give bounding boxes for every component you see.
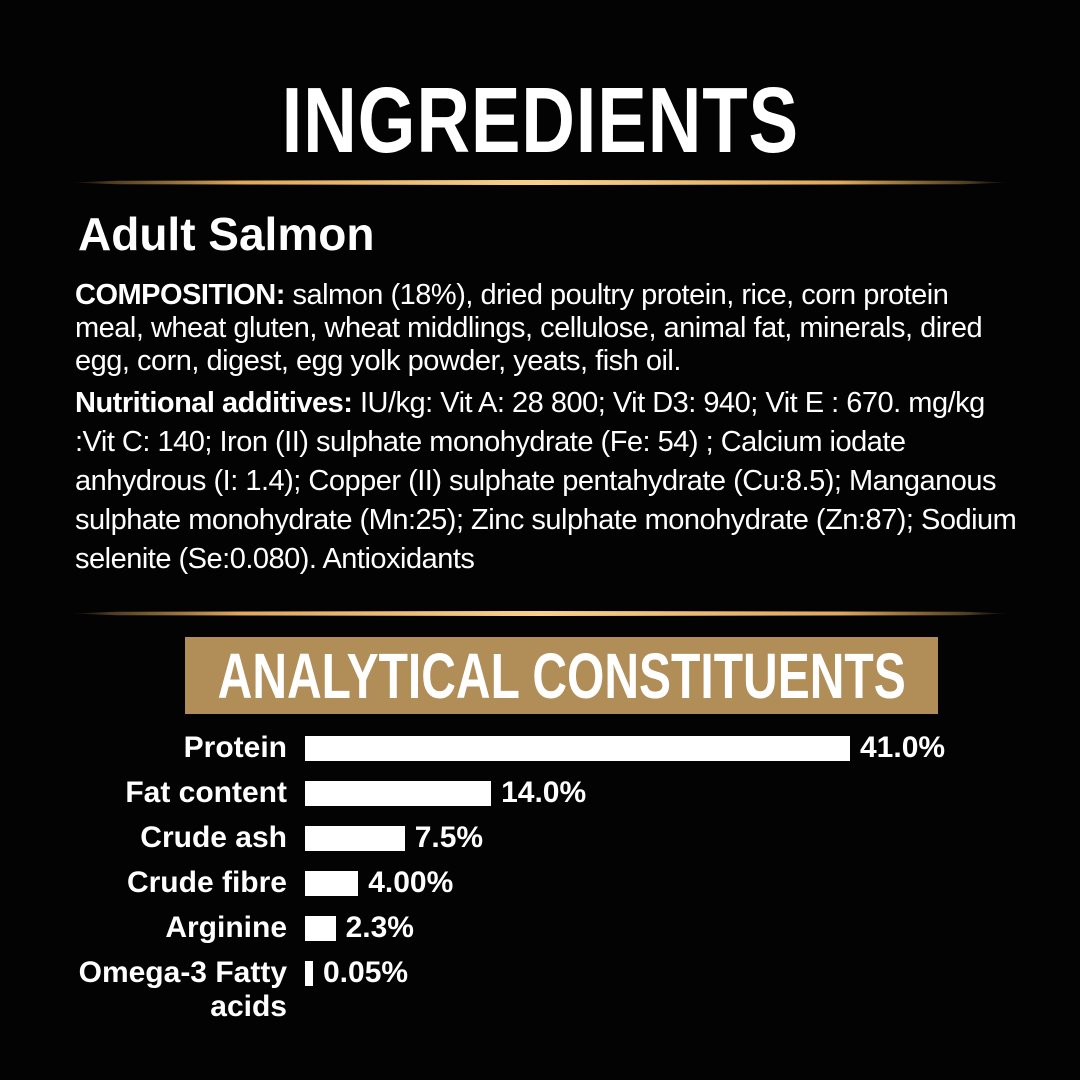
bar-label-fat-content: Fat content xyxy=(125,776,287,809)
chart-row-crude-fibre: Crude fibre 4.00% xyxy=(62,866,1080,900)
bar-value-arginine: 2.3% xyxy=(345,911,414,944)
bar-value-omega-3-fatty-acids: 0.05% xyxy=(323,956,409,989)
bar-crude-fibre xyxy=(305,871,359,896)
additives-label: Nutritional additives: xyxy=(75,387,360,419)
composition-paragraph: COMPOSITION: salmon (18%), dried poultry… xyxy=(75,279,1024,378)
gold-divider-top xyxy=(70,180,1010,185)
page-title-text: INGREDIENTS xyxy=(281,68,799,172)
additives-paragraph: Nutritional additives: IU/kg: Vit A: 28 … xyxy=(75,384,1024,579)
bar-value-crude-ash: 7.5% xyxy=(414,821,484,854)
bar-omega-3-fatty-acids xyxy=(305,961,313,986)
bar-label-crude-ash: Crude ash xyxy=(140,821,287,854)
chart-row-protein: Protein 41.0% xyxy=(62,731,1080,765)
analytical-constituents-banner: ANALYTICAL CONSTITUENTS xyxy=(185,637,938,714)
composition-label: COMPOSITION: xyxy=(75,279,293,311)
bar-label-arginine: Arginine xyxy=(165,911,287,944)
bar-value-crude-fibre: 4.00% xyxy=(368,866,454,899)
chart-row-crude-ash: Crude ash 7.5% xyxy=(62,821,1080,855)
bar-value-fat-content: 14.0% xyxy=(501,776,587,809)
bar-fat-content xyxy=(305,781,492,806)
chart-row-omega-3-fatty-acids: Omega-3 Fatty acids 0.05% xyxy=(62,956,1080,1024)
section-title: ANALYTICAL CONSTITUENTS xyxy=(217,639,906,712)
bar-protein xyxy=(305,736,850,761)
bar-label-crude-fibre: Crude fibre xyxy=(126,866,287,899)
page-title: INGREDIENTS xyxy=(0,0,1080,167)
composition-text: salmon (18%), dried poultry protein, ric… xyxy=(75,279,983,377)
bar-crude-ash xyxy=(305,826,405,851)
analytical-constituents-chart: Protein 41.0% Fat content 14.0% Crude as… xyxy=(62,731,1080,1024)
chart-row-fat-content: Fat content 14.0% xyxy=(62,776,1080,810)
chart-row-arginine: Arginine 2.3% xyxy=(62,911,1080,945)
gold-divider-middle xyxy=(70,611,1010,616)
product-name: Adult Salmon xyxy=(78,208,375,260)
additives-text: IU/kg: Vit A: 28 800; Vit D3: 940; Vit E… xyxy=(75,387,1017,575)
bar-label-protein: Protein xyxy=(183,731,287,764)
bar-arginine xyxy=(305,916,336,941)
bar-value-protein: 41.0% xyxy=(860,731,946,764)
bar-label-omega-3-fatty-acids: Omega-3 Fatty acids xyxy=(78,956,287,1023)
